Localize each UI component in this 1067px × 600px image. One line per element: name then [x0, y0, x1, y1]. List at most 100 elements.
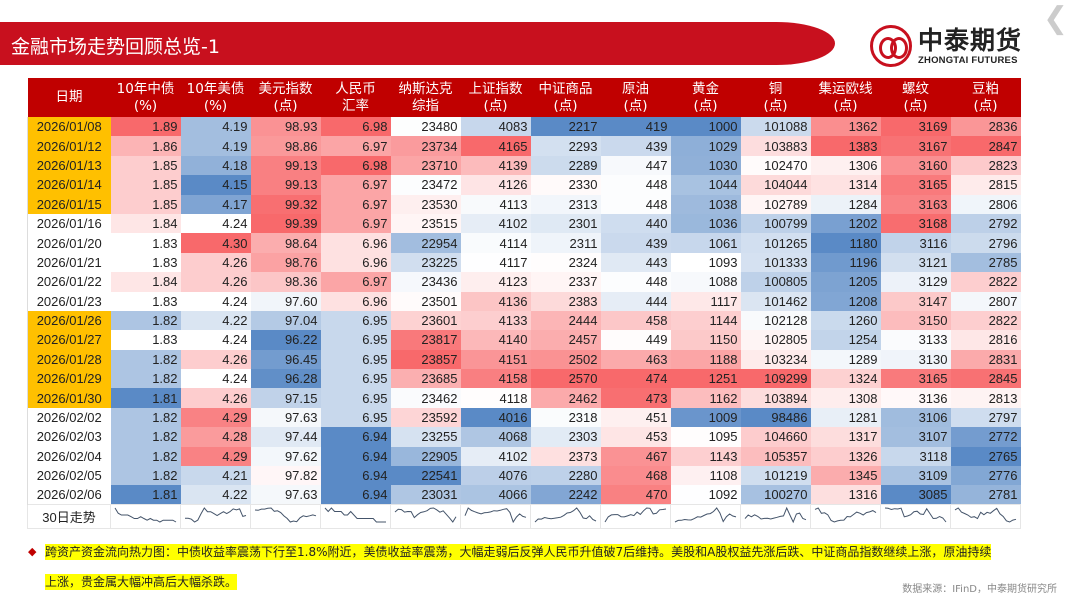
heat-cell: 468	[600, 466, 671, 486]
heat-cell: 3129	[880, 272, 951, 292]
sparkline-line	[254, 507, 317, 523]
heat-cell: 1284	[810, 194, 881, 214]
heat-cell: 3165	[880, 175, 951, 195]
heat-cell: 98.76	[250, 252, 321, 273]
heat-cell: 4.19	[180, 136, 251, 156]
heat-cell: 1.83	[110, 252, 181, 273]
heat-cell: 4102	[460, 213, 531, 234]
heat-cell: 6.97	[320, 136, 391, 156]
heat-cell: 451	[600, 407, 671, 428]
heat-cell: 2822	[950, 272, 1021, 292]
date-cell: 2026/01/27	[27, 330, 111, 350]
heat-cell: 3130	[880, 349, 951, 370]
heat-cell: 3169	[880, 117, 951, 137]
table-row: 2026/01/16 1.84 4.24 99.39 6.97 23515 4102 2301…	[27, 213, 1021, 234]
heat-cell: 2289	[530, 155, 601, 176]
heat-cell: 98.64	[250, 233, 321, 253]
heat-cell: 98.86	[250, 136, 321, 156]
sparkline-cell	[250, 504, 321, 530]
heat-cell: 453	[600, 427, 671, 447]
heat-cell: 99.13	[250, 175, 321, 195]
column-header: 日期	[27, 78, 111, 117]
heat-cell: 6.98	[320, 155, 391, 176]
heat-cell: 3118	[880, 446, 951, 467]
table-row: 2026/01/14 1.85 4.15 99.13 6.97 23472 4126 2330…	[27, 175, 1021, 195]
heat-cell: 1.82	[110, 369, 181, 389]
heat-cell: 1205	[810, 272, 881, 292]
heat-cell: 22905	[390, 446, 461, 467]
sparkline-cell	[460, 504, 531, 530]
table-row: 2026/01/12 1.86 4.19 98.86 6.97 23734 4165 2293…	[27, 136, 1021, 156]
heat-cell: 4.24	[180, 369, 251, 389]
sparkline-chart	[814, 507, 877, 523]
table-row: 2026/01/21 1.83 4.26 98.76 6.96 23225 4117 2324…	[27, 252, 1021, 273]
heat-cell: 1144	[670, 310, 741, 331]
heat-cell: 96.45	[250, 349, 321, 370]
heat-cell: 3168	[880, 213, 951, 234]
heat-cell: 444	[600, 291, 671, 311]
heat-cell: 1.83	[110, 233, 181, 253]
heat-cell: 6.95	[320, 349, 391, 370]
heat-cell: 2311	[530, 233, 601, 253]
heat-cell: 443	[600, 252, 671, 273]
heat-cell: 97.62	[250, 446, 321, 467]
heat-cell: 2373	[530, 446, 601, 467]
heat-cell: 2845	[950, 369, 1021, 389]
sparkline-cell	[810, 504, 881, 530]
heat-cell: 448	[600, 194, 671, 214]
heat-cell: 6.97	[320, 194, 391, 214]
sparkline-line	[394, 507, 457, 524]
heat-cell: 419	[600, 117, 671, 137]
heat-cell: 97.44	[250, 427, 321, 447]
chevron-left-icon[interactable]: ❮	[1043, 2, 1067, 35]
heat-cell: 1009	[670, 407, 741, 428]
sparkline-line	[674, 507, 737, 523]
logo-cn: 中泰期货	[918, 25, 1023, 55]
heat-cell: 1.82	[110, 407, 181, 428]
heat-cell: 1030	[670, 155, 741, 176]
heat-cell: 4.26	[180, 349, 251, 370]
sparkline-line	[744, 507, 807, 524]
sparkline-cell	[670, 504, 741, 530]
heat-cell: 1.85	[110, 194, 181, 214]
heat-cell: 4.15	[180, 175, 251, 195]
heat-cell: 4076	[460, 466, 531, 486]
heat-cell: 6.95	[320, 369, 391, 389]
heat-cell: 2457	[530, 330, 601, 350]
heat-cell: 2806	[950, 194, 1021, 214]
heat-cell: 1044	[670, 175, 741, 195]
title-bar: 金融市场走势回顾总览-1	[0, 22, 835, 65]
heat-cell: 6.96	[320, 291, 391, 311]
sparkline-cell	[740, 504, 811, 530]
date-cell: 2026/01/08	[27, 117, 111, 137]
sparkline-cell	[950, 504, 1021, 530]
table-row: 2026/02/03 1.82 4.28 97.44 6.94 23255 4068 2303…	[27, 427, 1021, 447]
heat-cell: 103894	[740, 388, 811, 408]
heat-cell: 23734	[390, 136, 461, 156]
table-row: 2026/01/22 1.84 4.26 98.36 6.97 23436 4123 2337…	[27, 272, 1021, 292]
heat-cell: 1162	[670, 388, 741, 408]
heat-cell: 4113	[460, 194, 531, 214]
sparkline-chart	[884, 507, 947, 523]
heat-cell: 458	[600, 310, 671, 331]
heat-cell: 1029	[670, 136, 741, 156]
sparkline-chart	[185, 507, 247, 523]
heat-cell: 6.98	[320, 117, 391, 137]
heat-cell: 109299	[740, 369, 811, 389]
table-row: 2026/01/13 1.85 4.18 99.13 6.98 23710 4139 2289…	[27, 155, 1021, 176]
heat-cell: 1317	[810, 427, 881, 447]
heat-cell: 4136	[460, 291, 531, 311]
heat-cell: 2792	[950, 213, 1021, 234]
heat-cell: 103883	[740, 136, 811, 156]
heat-cell: 96.22	[250, 330, 321, 350]
heat-cell: 1324	[810, 369, 881, 389]
heat-cell: 2303	[530, 427, 601, 447]
diamond-bullet-icon: ◆	[28, 545, 37, 558]
heat-cell: 104044	[740, 175, 811, 195]
heat-cell: 4.26	[180, 388, 251, 408]
date-cell: 2026/02/03	[27, 427, 111, 447]
sparkline-chart	[604, 507, 667, 523]
column-header: 铜 (点)	[740, 78, 811, 117]
heat-cell: 2847	[950, 136, 1021, 156]
heat-cell: 1108	[670, 466, 741, 486]
